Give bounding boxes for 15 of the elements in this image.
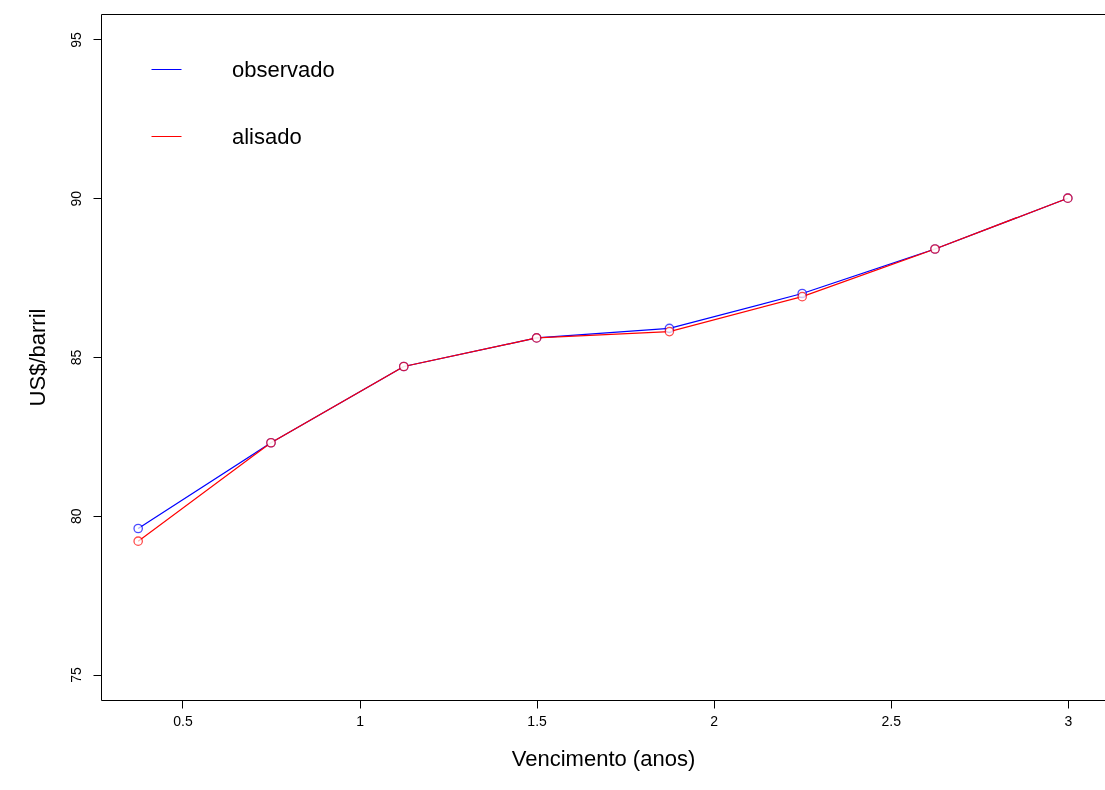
y-tick-label: 85 [67,349,84,366]
y-tick-label: 75 [67,667,84,683]
x-tick-label: 2 [710,712,719,729]
x-axis-title: Vencimento (anos) [511,745,696,771]
x-tick-label: 0.5 [173,712,193,729]
y-tick-label: 80 [67,508,84,525]
legend-label: observado [232,56,335,82]
y-tick-label: 95 [67,31,84,48]
legend-label: alisado [232,123,302,149]
x-tick-label: 3 [1064,712,1073,729]
y-axis-title: US$/barril [24,308,50,407]
x-tick-label: 2.5 [881,712,902,729]
y-tick-label: 90 [67,190,84,207]
x-tick-label: 1.5 [527,712,548,729]
x-tick-label: 1 [356,712,365,729]
